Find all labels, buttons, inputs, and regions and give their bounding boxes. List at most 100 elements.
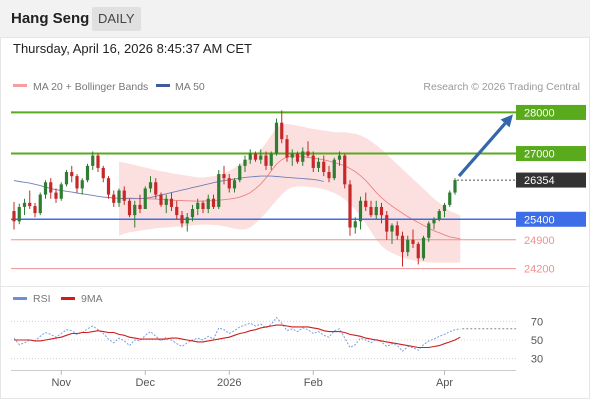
candle xyxy=(337,151,342,166)
candle xyxy=(49,178,53,199)
candle-body xyxy=(364,200,368,207)
projection-arrow-head xyxy=(500,114,513,128)
candle xyxy=(316,157,321,173)
candle xyxy=(264,151,268,170)
candle-body xyxy=(232,180,237,189)
candle xyxy=(259,149,263,164)
level-labels: 28000 27000 26354 25400 24900 24200 xyxy=(516,104,586,276)
ma50-line xyxy=(13,175,324,200)
candle-body xyxy=(49,182,53,193)
candle-body xyxy=(343,155,347,185)
x-axis-ticks: Nov Dec 2026 Feb Apr xyxy=(51,370,453,389)
rsi-panel: 70 50 30 xyxy=(11,316,543,366)
candle-body xyxy=(75,176,79,189)
candle xyxy=(75,174,79,193)
candle-body xyxy=(322,161,326,173)
candle xyxy=(70,165,74,183)
rsi-tick-label: 50 xyxy=(531,335,543,347)
candle-body xyxy=(101,167,105,179)
candle xyxy=(301,147,305,166)
candle-body xyxy=(38,194,42,214)
candle xyxy=(358,196,363,230)
candle-body xyxy=(96,155,100,168)
candle xyxy=(453,178,457,195)
candle-body xyxy=(285,139,289,158)
candle-body xyxy=(70,172,74,177)
candle xyxy=(406,235,410,257)
candle-body xyxy=(327,172,331,179)
candle-body xyxy=(353,221,357,228)
candle-body xyxy=(385,215,389,232)
candle-body xyxy=(421,237,426,259)
period-selector[interactable]: DAILY xyxy=(92,7,141,31)
candle-body xyxy=(453,180,457,193)
candle-body xyxy=(185,217,189,224)
instrument-title: Hang Seng xyxy=(11,10,90,27)
projection-arrow-shaft xyxy=(457,122,507,178)
ma20-line xyxy=(118,155,461,240)
rsi-ma-line xyxy=(14,324,461,349)
candle-body xyxy=(306,151,310,156)
candle xyxy=(206,194,210,214)
level-label-28000: 28000 xyxy=(524,107,555,119)
candle xyxy=(364,192,368,212)
candle-body xyxy=(190,208,195,218)
candle-body xyxy=(274,122,279,154)
candle xyxy=(369,200,373,218)
candle-body xyxy=(316,161,321,168)
candle xyxy=(43,180,48,199)
candle-body xyxy=(201,202,205,209)
candle-body xyxy=(196,202,200,209)
candle xyxy=(343,153,347,189)
candle-body xyxy=(106,178,111,195)
candle-body xyxy=(91,155,95,166)
candle xyxy=(385,211,389,240)
candle-body xyxy=(80,180,84,189)
ma50-legend-swatch xyxy=(156,84,170,87)
candle xyxy=(322,155,326,177)
candle xyxy=(295,151,300,164)
candle-body xyxy=(374,206,378,216)
candle xyxy=(190,204,195,222)
ma50-legend-label: MA 50 xyxy=(175,81,205,93)
candle xyxy=(269,151,273,170)
candle xyxy=(348,180,352,236)
candle xyxy=(211,194,216,209)
candle xyxy=(379,202,384,224)
candle xyxy=(112,190,116,207)
candle-body xyxy=(154,182,158,195)
candle-body xyxy=(437,211,441,220)
candle xyxy=(96,153,100,173)
candle xyxy=(127,198,132,218)
candle xyxy=(421,235,426,261)
x-tick-label: Nov xyxy=(51,377,71,389)
candle-body xyxy=(243,159,247,166)
candle xyxy=(159,192,163,207)
candle xyxy=(280,110,284,144)
candle xyxy=(290,149,294,166)
candle xyxy=(395,221,399,240)
candle-body xyxy=(411,239,415,244)
candle-body xyxy=(164,198,168,205)
candle-body xyxy=(269,153,273,166)
candle-body xyxy=(117,190,121,203)
candle xyxy=(133,200,137,228)
candle-body xyxy=(127,200,132,216)
candle-body xyxy=(122,190,126,201)
candle xyxy=(353,217,357,234)
chart-credit: Research © 2026 Trading Central xyxy=(423,81,580,93)
level-label-24900: 24900 xyxy=(524,235,555,247)
rsi-tick-label: 30 xyxy=(531,354,543,366)
candle-body xyxy=(332,159,336,179)
candle-body xyxy=(180,215,184,224)
candle xyxy=(253,151,258,162)
candle-body xyxy=(33,206,37,214)
candle-body xyxy=(54,192,58,199)
candle-body xyxy=(259,155,263,160)
candle-body xyxy=(143,188,147,209)
candle-body xyxy=(169,198,174,207)
chart-datetime: Thursday, April 16, 2026 8:45:37 AM CET xyxy=(13,41,252,56)
candle-body xyxy=(227,178,231,189)
candle xyxy=(400,231,405,267)
